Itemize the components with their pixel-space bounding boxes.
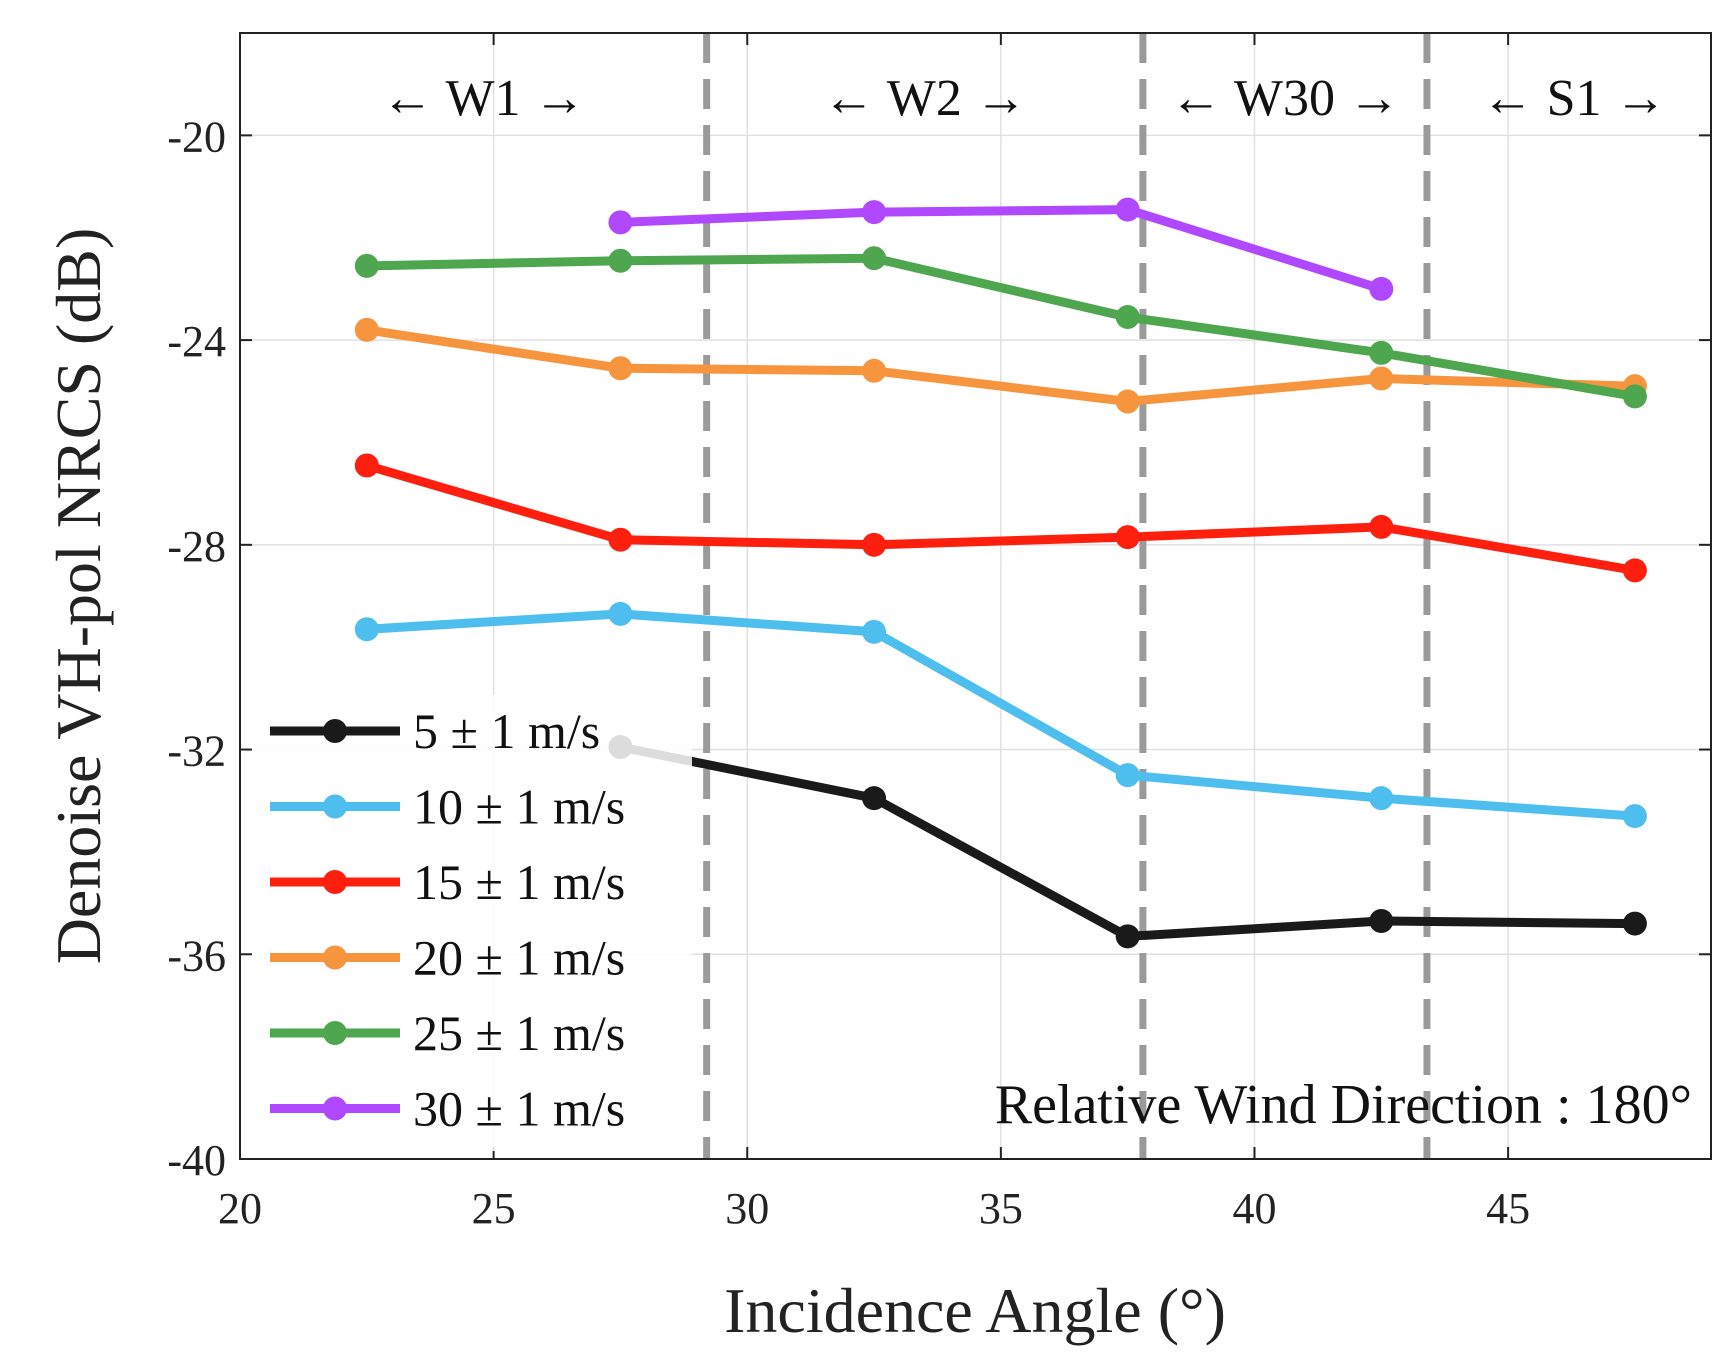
series-1 xyxy=(354,601,1647,829)
data-point xyxy=(862,358,887,383)
legend-label: 15 ± 1 m/s xyxy=(413,854,625,910)
data-point xyxy=(354,453,379,478)
data-point xyxy=(1115,763,1140,788)
data-point xyxy=(1369,340,1394,365)
data-point xyxy=(608,527,633,552)
data-point xyxy=(1115,525,1140,550)
y-tick-label: -40 xyxy=(167,1136,226,1185)
x-tick-label: 35 xyxy=(979,1184,1023,1233)
annotation: Relative Wind Direction : 180° xyxy=(995,1074,1692,1136)
data-point xyxy=(354,253,379,278)
data-point xyxy=(862,619,887,644)
y-tick-label: -24 xyxy=(167,317,226,366)
data-point xyxy=(1622,384,1647,409)
legend-label: 5 ± 1 m/s xyxy=(413,703,600,759)
data-point xyxy=(1622,804,1647,829)
y-tick-label: -20 xyxy=(167,112,226,161)
series-line xyxy=(362,253,1640,401)
data-point xyxy=(1369,514,1394,539)
legend-label: 20 ± 1 m/s xyxy=(413,930,625,986)
y-tick-label: -28 xyxy=(167,522,226,571)
series-4 xyxy=(354,246,1647,409)
x-tick-label: 30 xyxy=(725,1184,769,1233)
plot-frame xyxy=(239,32,1712,1160)
legend-swatch-marker xyxy=(323,1096,347,1121)
data-point xyxy=(608,210,633,235)
region-labels: ← W1 → ← W2 → ← W30 → ← S1 → xyxy=(381,70,1666,127)
data-point xyxy=(1115,197,1140,222)
data-point xyxy=(1115,305,1140,330)
y-tick-label: -32 xyxy=(167,727,226,776)
series-line xyxy=(362,461,1640,575)
data-point xyxy=(608,356,633,381)
legend-swatch-marker xyxy=(323,1021,347,1045)
series-2 xyxy=(354,453,1647,583)
series-line xyxy=(362,325,1640,406)
region-label: ← W30 → xyxy=(1170,70,1400,127)
region-label: ← S1 → xyxy=(1482,70,1667,127)
data-point xyxy=(354,617,379,642)
data-point xyxy=(1369,909,1394,934)
data-point xyxy=(1369,276,1394,301)
legend-swatch-marker xyxy=(323,719,347,743)
legend: 5 ± 1 m/s 10 ± 1 m/s 15 ± 1 m/s 20 ± 1 m/s 2… xyxy=(252,695,692,1151)
data-point xyxy=(862,246,887,271)
legend-label: 10 ± 1 m/s xyxy=(413,779,625,835)
x-axis-title: Incidence Angle (°) xyxy=(724,1275,1226,1346)
data-point xyxy=(862,786,887,811)
legend-label: 30 ± 1 m/s xyxy=(413,1081,625,1137)
data-point xyxy=(1115,389,1140,414)
legend-swatch-marker xyxy=(323,870,347,894)
y-axis-title: Denoise VH-pol NRCS (dB) xyxy=(43,228,114,965)
legend-swatch-marker xyxy=(323,794,347,819)
region-label: ← W2 → xyxy=(823,70,1027,127)
series-line xyxy=(362,609,1640,821)
series-5 xyxy=(608,197,1394,301)
series-group xyxy=(354,197,1647,949)
region-label: ← W1 → xyxy=(381,70,585,127)
data-point xyxy=(1369,786,1394,811)
legend-background xyxy=(252,695,692,1151)
data-point xyxy=(1369,366,1394,391)
data-point xyxy=(1622,558,1647,583)
data-point xyxy=(608,601,633,626)
legend-label: 25 ± 1 m/s xyxy=(413,1005,625,1061)
x-tick-label: 40 xyxy=(1232,1184,1276,1233)
data-point xyxy=(354,317,379,342)
x-tick-label: 45 xyxy=(1486,1184,1530,1233)
data-point xyxy=(608,248,633,273)
x-tick-label: 20 xyxy=(218,1184,262,1233)
x-tick-label: 25 xyxy=(472,1184,516,1233)
legend-swatch-marker xyxy=(323,945,347,970)
axis-ticks: 20 25 30 35 40 45 -20 -24 -28 -32 -36 -40 xyxy=(167,33,1711,1233)
data-point xyxy=(862,532,887,557)
series-line xyxy=(615,205,1386,294)
y-tick-label: -36 xyxy=(167,931,226,980)
data-point xyxy=(1622,911,1647,936)
data-point xyxy=(1115,924,1140,949)
data-point xyxy=(862,200,887,225)
